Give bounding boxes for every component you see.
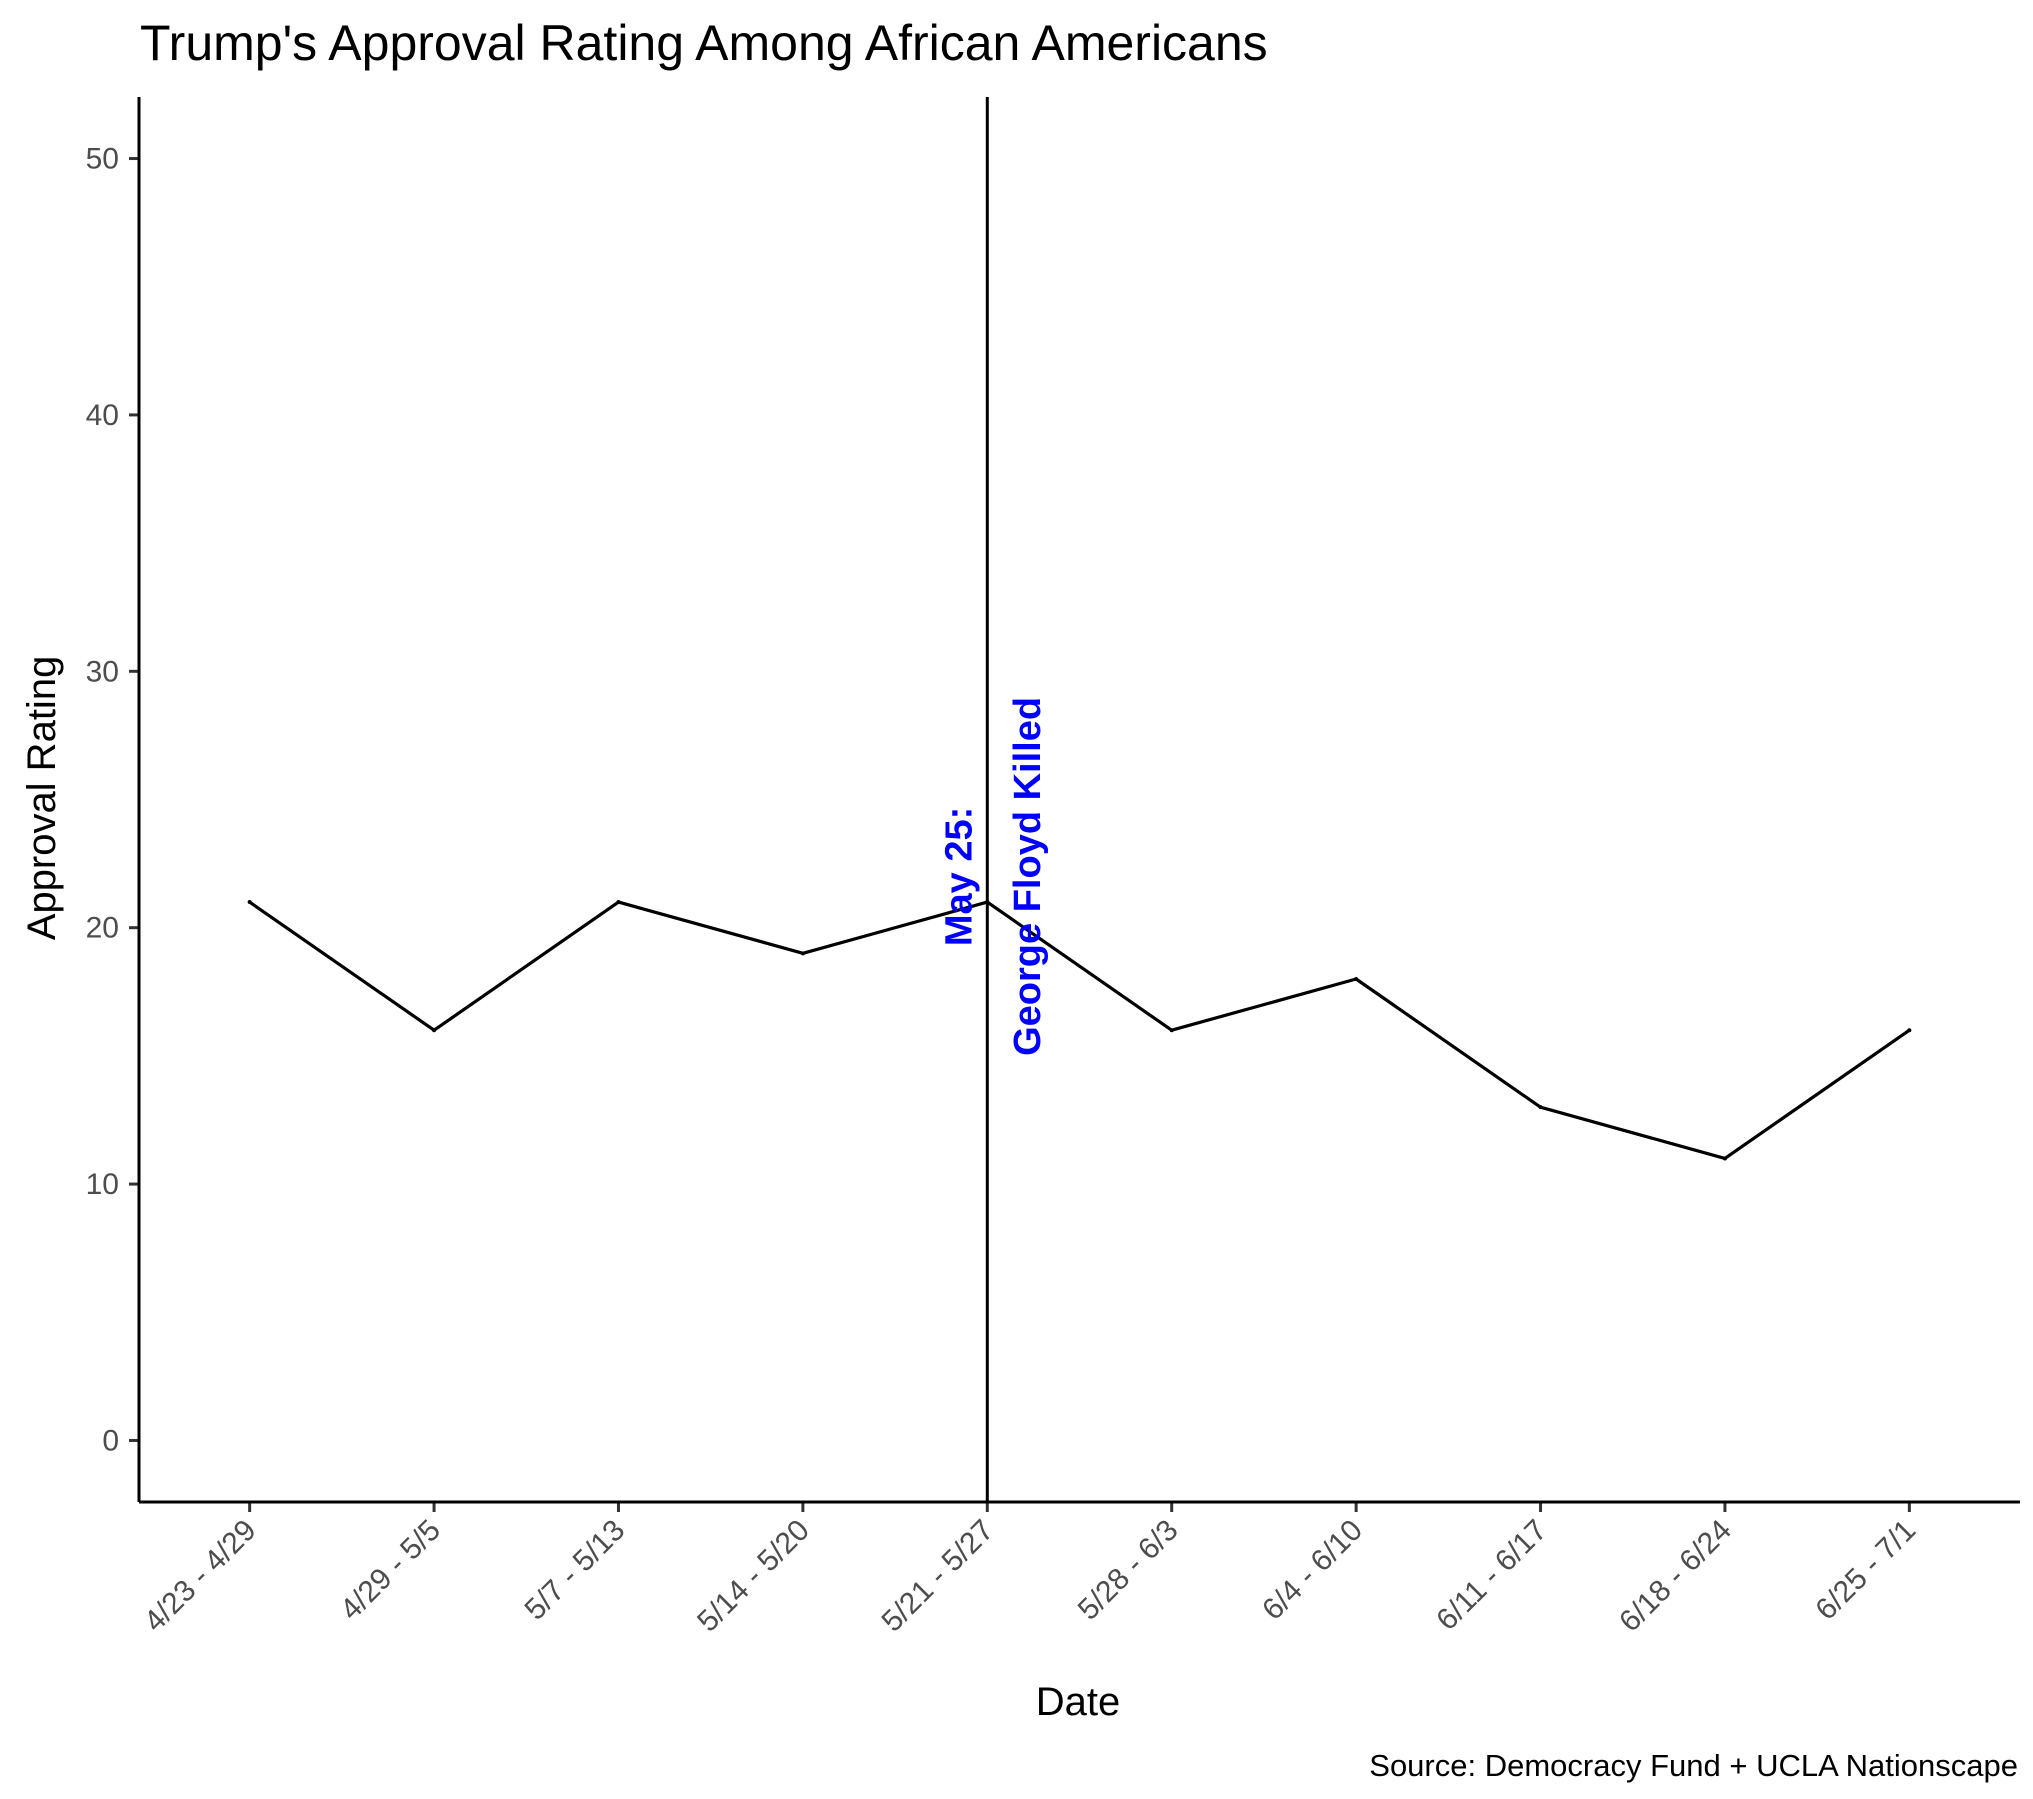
data-point [1907,1028,1912,1033]
data-point [432,1028,437,1033]
chart-title: Trump's Approval Rating Among African Am… [140,15,1268,71]
annotation-line: May 25: [939,807,981,946]
x-axis-title: Date [1036,1680,1121,1724]
data-point [616,900,621,905]
annotation-line: George Floyd Killed [1007,697,1049,1056]
y-tick-label: 0 [102,1424,119,1457]
y-tick-label: 10 [86,1168,119,1201]
data-point [1169,1028,1174,1033]
x-tick-label: 5/28 - 6/3 [1072,1514,1185,1627]
x-tick-label: 4/23 - 4/29 [138,1514,263,1639]
series-points [247,900,1912,1161]
y-tick-label: 40 [86,399,119,432]
annotation-text: May 25: George Floyd Killed [939,697,1049,1056]
y-tick-label: 30 [86,655,119,688]
data-point [985,900,990,905]
x-tick-label: 6/4 - 6/10 [1256,1514,1369,1627]
series-line [248,900,1911,1161]
source-caption: Source: Democracy Fund + UCLA Nationscap… [1369,1748,2018,1783]
data-point [800,951,805,956]
data-point [1722,1156,1727,1161]
x-tick-label: 5/21 - 5/27 [875,1514,1000,1639]
data-point [1538,1105,1543,1110]
y-axis-ticks: 0 10 20 30 40 50 [86,143,139,1457]
x-tick-label: 5/14 - 5/20 [691,1514,816,1639]
data-point [1354,976,1359,981]
x-axis-ticks: 4/23 - 4/29 4/29 - 5/5 5/7 - 5/13 5/14 - 5/… [138,1502,1922,1638]
x-tick-label: 4/29 - 5/5 [334,1514,447,1627]
x-tick-label: 6/11 - 6/17 [1430,1514,1553,1637]
x-tick-label: 5/7 - 5/13 [518,1514,631,1627]
y-tick-label: 20 [86,912,119,945]
data-point [247,900,252,905]
x-tick-label: 6/25 - 7/1 [1809,1514,1922,1627]
y-tick-label: 50 [86,143,119,176]
x-tick-label: 6/18 - 6/24 [1613,1514,1738,1639]
y-axis-title: Approval Rating [20,656,64,941]
event-annotation: May 25: George Floyd Killed [939,697,1049,1056]
